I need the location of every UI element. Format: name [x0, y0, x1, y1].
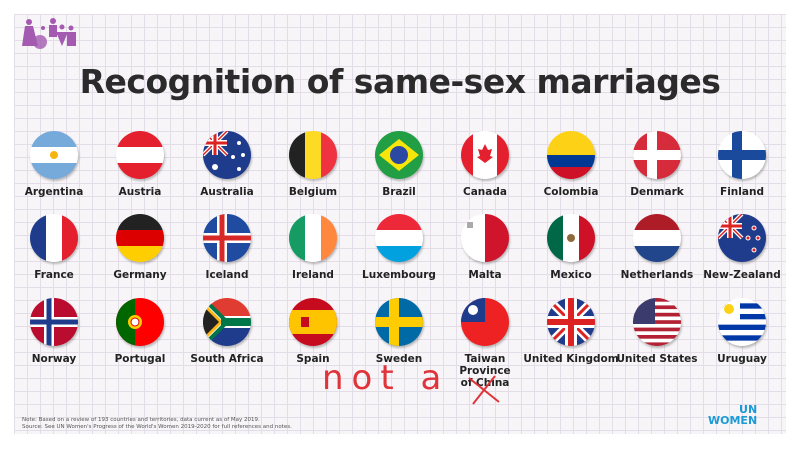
country-label: Malta [468, 269, 502, 281]
country-label: Argentina [24, 186, 84, 198]
country-malta: Malta [437, 214, 533, 281]
germany-flag-icon [116, 214, 164, 262]
country-united-states: United States [609, 298, 705, 365]
country-france: France [6, 214, 102, 281]
uk-flag-icon [547, 298, 595, 346]
country-mexico: Mexico [523, 214, 619, 281]
country-label: South Africa [190, 353, 264, 365]
country-label: Uruguay [717, 353, 767, 365]
country-label: United Kingdom [523, 353, 619, 365]
country-label: Ireland [292, 269, 334, 281]
country-label: Colombia [543, 186, 599, 198]
country-label: Mexico [550, 269, 592, 281]
country-label: Germany [113, 269, 167, 281]
sweden-flag-icon [375, 298, 423, 346]
footnote: Note: Based on a review of 193 countries… [22, 417, 292, 431]
country-australia: Australia [179, 131, 275, 198]
finland-flag-icon [718, 131, 766, 179]
colombia-flag-icon [547, 131, 595, 179]
country-luxembourg: Luxembourg [351, 214, 447, 281]
country-label: Brazil [382, 186, 416, 198]
un-women-logo: UN WOMEN [708, 404, 757, 426]
logo-icon [22, 18, 76, 49]
belgium-flag-icon [289, 131, 337, 179]
country-label: United States [616, 353, 698, 365]
country-ireland: Ireland [265, 214, 361, 281]
country-norway: Norway [6, 298, 102, 365]
spain-flag-icon [289, 298, 337, 346]
country-label: Norway [31, 353, 77, 365]
australia-flag-icon [203, 131, 251, 179]
country-label: Finland [720, 186, 764, 198]
country-canada: Canada [437, 131, 533, 198]
brand-line-1: UN [739, 403, 758, 416]
new-zealand-flag-icon [718, 214, 766, 262]
country-brazil: Brazil [351, 131, 447, 198]
portugal-flag-icon [116, 298, 164, 346]
austria-flag-icon [116, 131, 164, 179]
brazil-flag-icon [375, 131, 423, 179]
country-netherlands: Netherlands [609, 214, 705, 281]
brand-line-2: WOMEN [708, 414, 758, 427]
country-label: Iceland [205, 269, 249, 281]
country-label: Luxembourg [362, 269, 436, 281]
country-argentina: Argentina [6, 131, 102, 198]
country-label: Austria [118, 186, 162, 198]
ireland-flag-icon [289, 214, 337, 262]
malta-flag-icon [461, 214, 509, 262]
country-colombia: Colombia [523, 131, 619, 198]
denmark-flag-icon [633, 131, 681, 179]
country-label: Belgium [288, 186, 338, 198]
country-austria: Austria [92, 131, 188, 198]
norway-flag-icon [30, 298, 78, 346]
country-south-africa: South Africa [179, 298, 275, 365]
uruguay-flag-icon [718, 298, 766, 346]
country-germany: Germany [92, 214, 188, 281]
country-label: Spain [296, 353, 330, 365]
country-label: Portugal [114, 353, 166, 365]
country-iceland: Iceland [179, 214, 275, 281]
country-uruguay: Uruguay [694, 298, 790, 365]
country-label: Australia [200, 186, 254, 198]
country-portugal: Portugal [92, 298, 188, 365]
country-label: Sweden [375, 353, 423, 365]
country-label: France [34, 269, 74, 281]
country-sweden: Sweden [351, 298, 447, 365]
canada-flag-icon [461, 131, 509, 179]
page-title: Recognition of same-sex marriages [79, 62, 721, 101]
argentina-flag-icon [30, 131, 78, 179]
handwritten-annotation: not a [322, 358, 450, 398]
south-africa-flag-icon [203, 298, 251, 346]
country-new-zealand: New-Zealand [694, 214, 790, 281]
mexico-flag-icon [547, 214, 595, 262]
country-united-kingdom: United Kingdom [523, 298, 619, 365]
country-belgium: Belgium [265, 131, 361, 198]
country-spain: Spain [265, 298, 361, 365]
country-label: Netherlands [620, 269, 694, 281]
country-label: Denmark [630, 186, 684, 198]
country-finland: Finland [694, 131, 790, 198]
note-line: Note: Based on a review of 193 countries… [22, 417, 260, 423]
us-flag-icon [633, 298, 681, 346]
country-label: Canada [463, 186, 507, 198]
netherlands-flag-icon [633, 214, 681, 262]
strike-mark [468, 375, 500, 405]
country-label: New-Zealand [703, 269, 781, 281]
france-flag-icon [30, 214, 78, 262]
country-taiwan-province-of-china: Taiwan Province of China [437, 298, 533, 389]
country-denmark: Denmark [609, 131, 705, 198]
iceland-flag-icon [203, 214, 251, 262]
source-line: Source: See UN Women's Progress of the W… [22, 424, 292, 430]
luxembourg-flag-icon [375, 214, 423, 262]
taiwan-flag-icon [461, 298, 509, 346]
